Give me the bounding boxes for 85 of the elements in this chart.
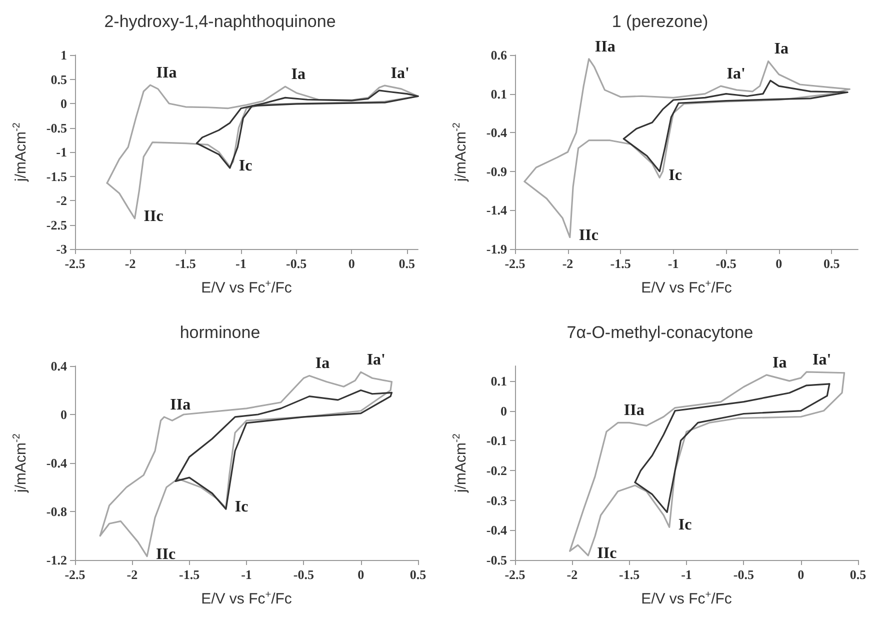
x-tick-label: 0 bbox=[348, 256, 355, 271]
y-axis-title: j/mAcm-2 bbox=[12, 433, 30, 494]
x-tick-label: -1.5 bbox=[619, 567, 640, 582]
chart-title: 2-hydroxy-1,4-naphthoquinone bbox=[104, 12, 336, 31]
y-tick-label: -1.5 bbox=[46, 168, 68, 184]
x-tick-label: -1 bbox=[681, 567, 692, 582]
x-tick-label: 0.5 bbox=[850, 567, 867, 582]
chart-title: 1 (perezone) bbox=[612, 12, 708, 31]
y-tick-label: -0.4 bbox=[486, 125, 508, 140]
x-tick-label: 0 bbox=[358, 567, 364, 582]
x-axis-title: E/V vs Fc+/Fc bbox=[201, 590, 292, 608]
annotation: Ia bbox=[774, 40, 789, 58]
x-tick-label: -0.5 bbox=[733, 567, 754, 582]
y-tick-label: -0.4 bbox=[46, 456, 68, 470]
y-tick-label: -0.2 bbox=[486, 462, 507, 478]
y-tick-label: 0 bbox=[500, 403, 507, 418]
x-axis-title: E/V vs Fc+/Fc bbox=[641, 278, 732, 296]
annotation: IIa bbox=[170, 396, 191, 414]
annotation: Ia' bbox=[390, 65, 410, 82]
y-tick-label: 0.1 bbox=[490, 86, 507, 102]
annotation: IIa bbox=[156, 64, 177, 82]
annotation: IIc bbox=[156, 546, 176, 563]
y-tick-label: 0 bbox=[60, 407, 67, 422]
annotation: IIc bbox=[578, 226, 598, 244]
y-axis-title: j/mAcm-2 bbox=[452, 433, 470, 494]
annotation: Ic bbox=[234, 498, 248, 516]
annotation: IIa bbox=[624, 402, 644, 420]
annotation: Ia bbox=[315, 355, 330, 372]
x-tick-label: -2.5 bbox=[504, 567, 526, 582]
y-tick-label: -0.9 bbox=[486, 164, 508, 179]
y-tick-label: -1.4 bbox=[486, 202, 508, 218]
x-tick-label: -1 bbox=[236, 256, 246, 271]
x-tick-label: -0.5 bbox=[716, 256, 737, 271]
x-tick-label: 0 bbox=[798, 567, 804, 582]
y-tick-label: -3 bbox=[56, 242, 68, 256]
y-tick-label: 0.4 bbox=[50, 358, 68, 374]
x-tick-label: -2 bbox=[566, 567, 578, 582]
x-tick-label: -0.5 bbox=[286, 256, 308, 271]
x-tick-label: -1 bbox=[668, 256, 679, 271]
x-tick-label: -1 bbox=[241, 567, 252, 582]
y-tick-label: 0.1 bbox=[490, 373, 507, 388]
annotation: Ic bbox=[668, 167, 682, 184]
chart-title: 7α-O-methyl-conacytone bbox=[566, 323, 754, 342]
y-tick-label: -0.3 bbox=[486, 492, 508, 508]
annotation: IIc bbox=[144, 208, 164, 225]
x-tick-label: -1.5 bbox=[175, 256, 196, 271]
annotation: Ia' bbox=[726, 66, 746, 83]
x-tick-label: 0.5 bbox=[398, 256, 416, 271]
x-tick-label: 0.5 bbox=[410, 567, 427, 582]
x-axis-title: E/V vs Fc+/Fc bbox=[201, 278, 292, 296]
y-tick-label: -0.8 bbox=[46, 504, 68, 519]
x-tick-label: -2.5 bbox=[504, 256, 526, 271]
x-tick-label: 0 bbox=[776, 256, 782, 271]
y-tick-label: -0.1 bbox=[486, 433, 507, 448]
y-tick-label: 0.5 bbox=[50, 72, 68, 87]
annotation: Ic bbox=[238, 158, 252, 175]
y-tick-label: -0.5 bbox=[46, 120, 68, 136]
y-tick-label: -1.9 bbox=[486, 242, 508, 256]
y-tick-label: 0.6 bbox=[490, 48, 508, 62]
y-tick-label: -0.4 bbox=[486, 522, 508, 538]
annotation: Ia bbox=[772, 354, 787, 372]
chart-title: horminone bbox=[180, 323, 260, 342]
y-tick-label: -2 bbox=[56, 193, 67, 208]
x-tick-label: -2 bbox=[126, 567, 138, 582]
x-tick-label: -2 bbox=[124, 256, 136, 271]
x-axis-title: E/V vs Fc+/Fc bbox=[641, 590, 732, 608]
y-tick-label: 0 bbox=[60, 96, 67, 111]
annotation: Ia' bbox=[366, 352, 386, 369]
annotation: Ic bbox=[678, 516, 692, 534]
x-tick-label: -2 bbox=[562, 256, 574, 271]
y-tick-label: -2.5 bbox=[46, 217, 68, 232]
y-tick-label: 1 bbox=[60, 48, 67, 62]
x-tick-label: -0.5 bbox=[293, 567, 314, 582]
y-tick-label: -1 bbox=[56, 144, 67, 160]
annotation: Ia' bbox=[812, 351, 832, 368]
annotation: Ia bbox=[291, 66, 306, 84]
x-tick-label: -1.5 bbox=[610, 256, 632, 271]
x-tick-label: 0.5 bbox=[823, 256, 840, 271]
y-tick-label: -0.5 bbox=[486, 552, 508, 568]
x-tick-label: -1.5 bbox=[179, 567, 200, 582]
annotation: IIa bbox=[594, 38, 616, 56]
y-axis-title: j/mAcm-2 bbox=[452, 122, 470, 182]
annotation: IIc bbox=[597, 545, 617, 562]
y-tick-label: -1.2 bbox=[46, 552, 67, 568]
y-axis-title: j/mAcm-2 bbox=[12, 122, 30, 182]
